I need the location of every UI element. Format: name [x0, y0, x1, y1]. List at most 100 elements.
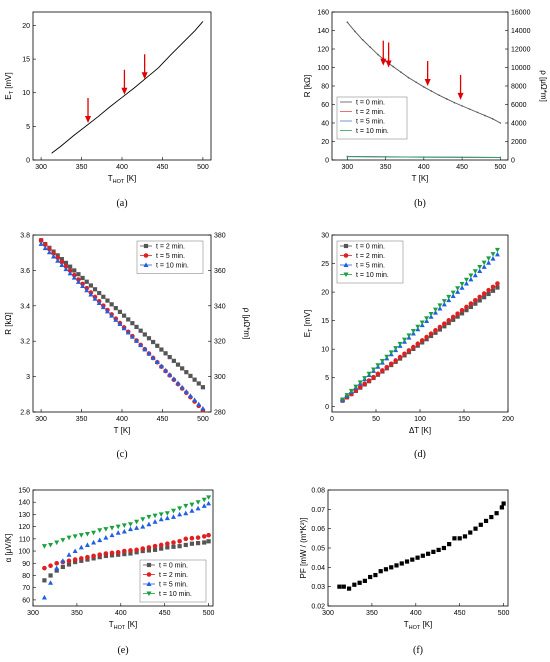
data-point [109, 525, 115, 531]
data-point [463, 280, 469, 286]
data-point [73, 559, 78, 565]
data-point [54, 568, 59, 573]
series [346, 21, 502, 124]
data-point [48, 573, 53, 578]
data-point [406, 348, 412, 353]
data-point [490, 252, 496, 257]
data-point [72, 557, 78, 562]
legend-entry: t = 5 min. [156, 253, 185, 260]
data-point [397, 341, 403, 347]
data-point [76, 272, 81, 277]
data-point [127, 526, 133, 532]
legend-box [336, 96, 408, 140]
data-point [397, 354, 403, 360]
y-tick-label: 150 [18, 488, 30, 495]
data-point [189, 535, 195, 541]
data-point [393, 358, 398, 363]
x-tick-label: 300 [322, 610, 334, 617]
panel-caption: (a) [116, 198, 127, 209]
y-tick-label: 5 [26, 124, 30, 131]
data-point [171, 358, 176, 363]
data-point [140, 548, 145, 554]
data-point [101, 294, 106, 299]
data-point [388, 350, 394, 356]
data-point [437, 327, 443, 332]
chart-b: 300 350 400 450 500 0 20 40 60 80 100 120 140 160 0 200… [303, 10, 548, 210]
data-point [189, 541, 195, 546]
data-point [134, 547, 139, 553]
data-point [402, 337, 408, 343]
data-point [80, 275, 85, 281]
data-point [366, 378, 372, 383]
x-tick-label: 300 [27, 610, 39, 617]
data-point [200, 385, 206, 390]
data-point [67, 270, 73, 276]
data-point [410, 557, 415, 562]
data-point [96, 300, 102, 305]
data-point [195, 535, 201, 540]
y-tick-label: 0 [26, 158, 30, 165]
y-right-tick-label: 0 [511, 158, 515, 165]
data-point [431, 549, 436, 554]
data-point [389, 565, 394, 570]
data-point [97, 528, 103, 533]
y-tick-label: 2.8 [20, 410, 30, 417]
data-point [494, 247, 500, 253]
data-point [122, 548, 127, 554]
data-point [476, 111, 479, 114]
x-axis-label: THOT [K] [404, 620, 433, 631]
data-point [352, 582, 357, 587]
data-point [159, 546, 164, 551]
data-point [55, 258, 61, 263]
y-tick-label: 3 [26, 374, 30, 381]
y-tick-label: 3.8 [20, 233, 30, 240]
data-point [71, 275, 77, 280]
data-point [55, 253, 60, 258]
y-tick-label: 25 [321, 261, 329, 268]
data-point [113, 306, 118, 311]
data-point [392, 65, 395, 68]
data-point [380, 368, 385, 373]
data-point [377, 53, 379, 56]
data-point [472, 269, 478, 274]
x-tick-label: 400 [418, 164, 430, 171]
data-point [97, 537, 103, 543]
y-axis-label: ET [mV] [4, 72, 15, 99]
legend-marker [343, 253, 349, 258]
data-point [66, 562, 72, 567]
legend-entry: t = 10 min. [356, 272, 389, 279]
x-tick-label: 450 [157, 416, 169, 423]
chart-f: 300 350 400 450 500 0.02 0.03 0.04 0.05 0.06 0.07 0… [299, 488, 510, 657]
y-right-axis-label: ρ [μΩ*m] [539, 70, 548, 102]
data-point [177, 544, 182, 549]
data-point [378, 569, 383, 574]
data-point [113, 317, 119, 322]
data-point [425, 551, 431, 556]
data-point [189, 508, 195, 513]
data-point [91, 556, 96, 561]
panel-caption: (e) [117, 645, 128, 656]
data-point [450, 293, 456, 299]
panel-caption: (c) [116, 449, 127, 460]
data-point [177, 506, 183, 511]
data-point [142, 332, 147, 337]
y-tick-label: 0.07 [311, 507, 325, 514]
arrow-head [457, 92, 464, 100]
data-point [346, 21, 349, 23]
data-point [433, 328, 438, 333]
data-point [189, 502, 195, 508]
data-point [499, 505, 504, 510]
data-point [97, 290, 102, 296]
data-point [59, 262, 65, 267]
legend-marker [146, 572, 152, 577]
data-point [446, 320, 451, 326]
x-tick-label: 200 [502, 416, 514, 423]
data-point [415, 341, 421, 347]
data-point [97, 552, 103, 558]
data-point [183, 503, 189, 509]
data-point [357, 384, 363, 390]
data-point [78, 533, 84, 538]
data-point [72, 534, 78, 539]
data-point [128, 548, 133, 553]
series [340, 247, 500, 403]
